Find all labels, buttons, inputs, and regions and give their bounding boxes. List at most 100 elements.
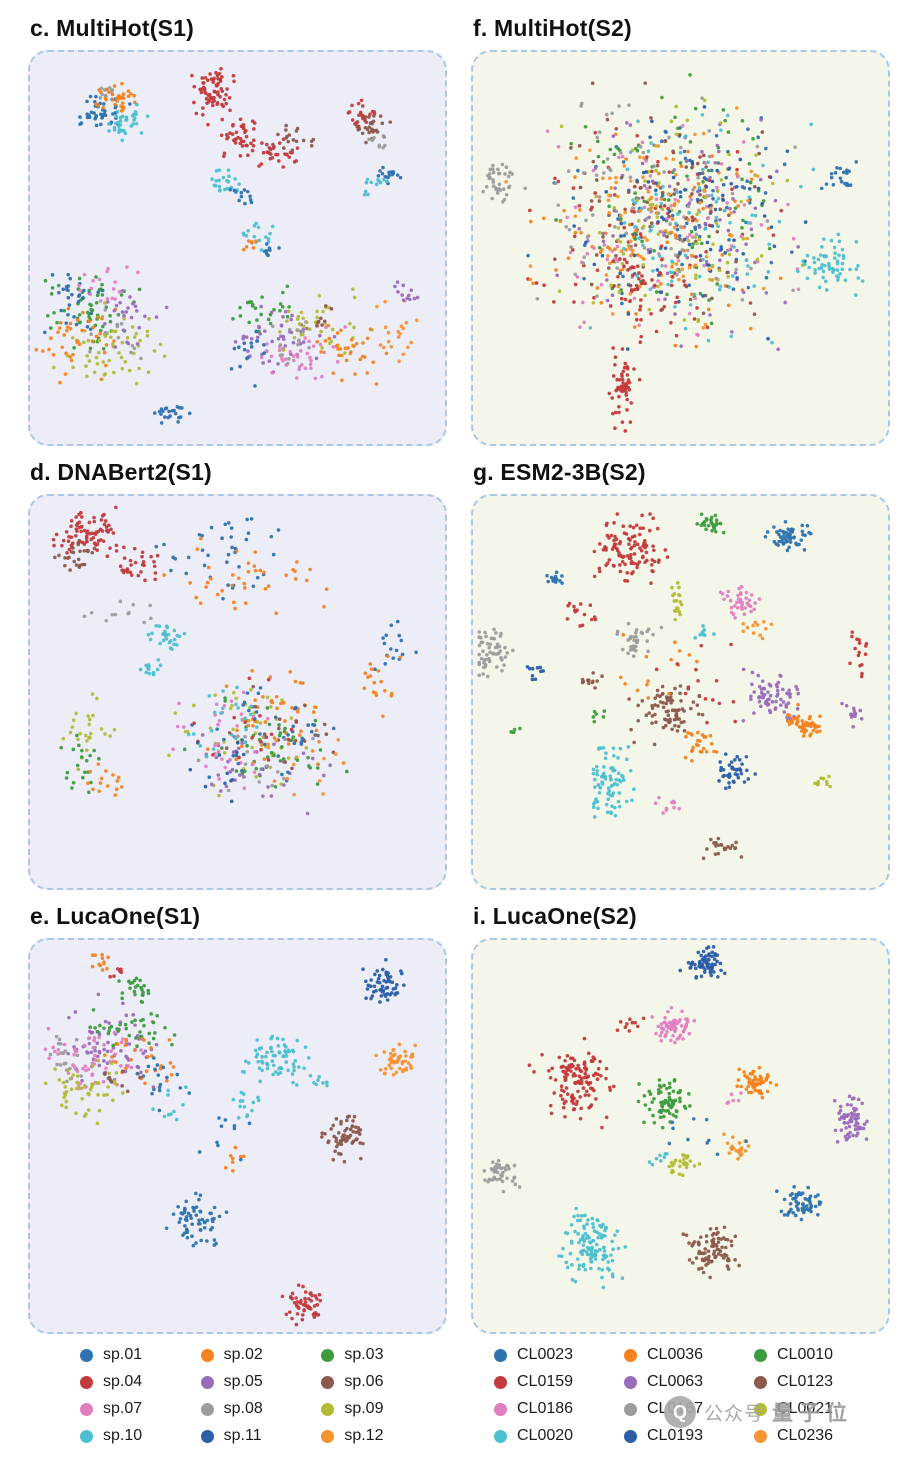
legend-label: CL0063	[647, 1373, 704, 1390]
legend-item: sp.01	[80, 1346, 195, 1364]
legend-color-dot	[624, 1348, 637, 1362]
legend-item: sp.03	[321, 1346, 436, 1364]
legend-color-dot	[321, 1348, 335, 1362]
legend-label: CL0186	[517, 1400, 574, 1417]
legend-item: CL0167	[624, 1400, 748, 1418]
legend-label: CL0021	[777, 1400, 834, 1417]
panel-multihot-s1: c. MultiHot(S1)	[28, 2, 447, 446]
legend-item: sp.12	[321, 1427, 436, 1445]
scatter-plot-lucaone-s2	[471, 938, 890, 1334]
scatter-plot-esm2-3b-s2	[471, 494, 890, 890]
legend-color-dot	[80, 1348, 93, 1362]
legend-item: CL0020	[494, 1427, 618, 1445]
panel-title: f. MultiHot(S2)	[473, 15, 632, 41]
panel-dnabert2-s1: d. DNABert2(S1)	[28, 446, 447, 890]
legend-label: CL0167	[647, 1400, 704, 1417]
legend-color-dot	[80, 1429, 93, 1443]
legend-label: CL0193	[647, 1427, 704, 1444]
legend-color-dot	[494, 1402, 507, 1416]
legend-color-dot	[754, 1429, 767, 1443]
legend-color-dot	[754, 1348, 767, 1362]
panel-title: d. DNABert2(S1)	[30, 459, 212, 485]
scatter-canvas	[30, 52, 445, 444]
legend-color-dot	[200, 1402, 214, 1416]
legend-s2-celltypes: CL0023 CL0036 CL0010 CL0159 CL0063 CL012…	[494, 1346, 878, 1445]
legend-item: CL0236	[754, 1427, 878, 1445]
legend-label: sp.12	[344, 1427, 384, 1444]
legend-label: sp.02	[223, 1346, 263, 1363]
legend-label: sp.03	[344, 1346, 384, 1363]
legend-color-dot	[624, 1402, 637, 1416]
legend-color-dot	[200, 1375, 214, 1389]
legend-s1-species: sp.01 sp.02 sp.03 sp.04 sp.05 sp.06 sp.0…	[80, 1346, 436, 1445]
panel-lucaone-s2: i. LucaOne(S2)	[471, 890, 890, 1334]
legend-item: CL0063	[624, 1373, 748, 1391]
legend-label: CL0023	[517, 1346, 574, 1363]
legend-item: sp.08	[200, 1400, 316, 1418]
panel-title: e. LucaOne(S1)	[30, 903, 201, 929]
legend-label: sp.09	[344, 1400, 384, 1417]
panel-multihot-s2: f. MultiHot(S2)	[471, 2, 890, 446]
legend-label: sp.11	[223, 1427, 262, 1444]
panel-lucaone-s1: e. LucaOne(S1)	[28, 890, 447, 1334]
scatter-plot-dnabert2-s1	[28, 494, 447, 890]
legend-item: sp.06	[321, 1373, 436, 1391]
scatter-plot-lucaone-s1	[28, 938, 447, 1334]
legend-item: CL0036	[624, 1346, 748, 1364]
legend-color-dot	[321, 1402, 335, 1416]
legend-row: sp.01 sp.02 sp.03 sp.04 sp.05 sp.06 sp.0…	[0, 1334, 918, 1445]
legend-item: CL0010	[754, 1346, 878, 1364]
legend-item: sp.11	[200, 1427, 316, 1445]
legend-item: CL0186	[494, 1400, 618, 1418]
legend-label: CL0010	[777, 1346, 834, 1363]
panel-esm2-3b-s2: g. ESM2-3B(S2)	[471, 446, 890, 890]
legend-item: sp.04	[80, 1373, 195, 1391]
legend-color-dot	[321, 1429, 335, 1443]
legend-color-dot	[624, 1375, 637, 1389]
legend-label: sp.10	[103, 1427, 143, 1444]
legend-color-dot	[494, 1375, 507, 1389]
legend-color-dot	[754, 1402, 767, 1416]
legend-item: CL0021	[754, 1400, 878, 1418]
legend-label: CL0236	[777, 1427, 834, 1444]
scatter-canvas	[30, 496, 445, 888]
legend-label: sp.07	[103, 1400, 143, 1417]
legend-label: CL0036	[647, 1346, 704, 1363]
legend-color-dot	[200, 1429, 214, 1443]
legend-label: sp.06	[344, 1373, 384, 1390]
legend-color-dot	[494, 1348, 507, 1362]
scatter-canvas	[473, 52, 888, 444]
legend-item: CL0123	[754, 1373, 878, 1391]
scatter-canvas	[30, 940, 445, 1332]
scatter-plot-multihot-s2	[471, 50, 890, 446]
legend-item: sp.05	[200, 1373, 316, 1391]
legend-color-dot	[200, 1348, 214, 1362]
legend-item: CL0159	[494, 1373, 618, 1391]
legend-label: sp.05	[223, 1373, 263, 1390]
legend-item: sp.02	[200, 1346, 316, 1364]
legend-item: sp.07	[80, 1400, 195, 1418]
scatter-plot-multihot-s1	[28, 50, 447, 446]
legend-label: CL0123	[777, 1373, 834, 1390]
legend-item: CL0023	[494, 1346, 618, 1364]
scatter-canvas	[473, 940, 888, 1332]
scatter-canvas	[473, 496, 888, 888]
legend-color-dot	[80, 1375, 93, 1389]
legend-color-dot	[624, 1429, 637, 1443]
legend-label: CL0159	[517, 1373, 574, 1390]
legend-label: CL0020	[517, 1427, 574, 1444]
legend-color-dot	[494, 1429, 507, 1443]
legend-label: sp.04	[103, 1373, 143, 1390]
legend-item: sp.10	[80, 1427, 195, 1445]
legend-label: sp.08	[223, 1400, 263, 1417]
legend-item: CL0193	[624, 1427, 748, 1445]
legend-item: sp.09	[321, 1400, 436, 1418]
legend-color-dot	[754, 1375, 767, 1389]
panel-grid: c. MultiHot(S1) f. MultiHot(S2) d. DNABe…	[28, 2, 890, 1334]
legend-color-dot	[321, 1375, 335, 1389]
panel-title: i. LucaOne(S2)	[473, 903, 637, 929]
panel-title: c. MultiHot(S1)	[30, 15, 194, 41]
legend-label: sp.01	[103, 1346, 143, 1363]
panel-title: g. ESM2-3B(S2)	[473, 459, 646, 485]
legend-color-dot	[80, 1402, 93, 1416]
